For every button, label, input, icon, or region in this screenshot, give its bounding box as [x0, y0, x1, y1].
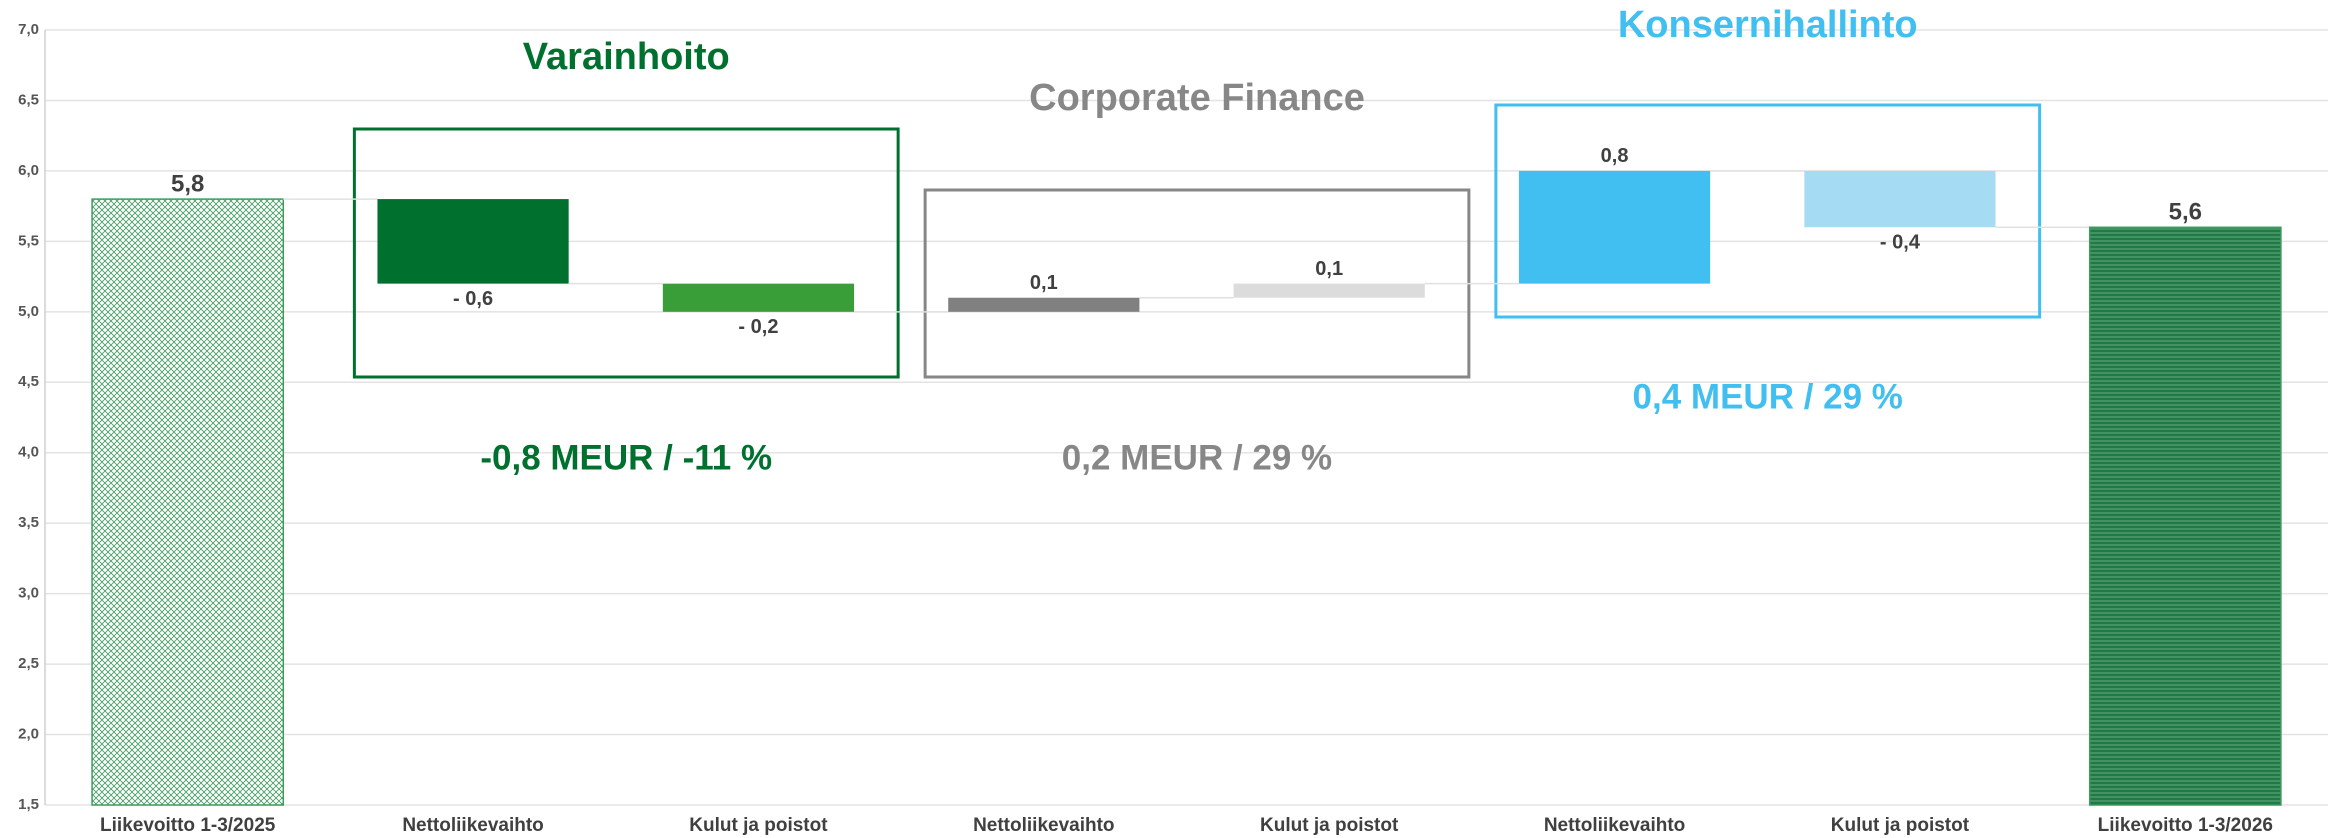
y-tick-label: 5,5: [18, 232, 39, 249]
bar: [1233, 283, 1425, 298]
x-tick-label: Nettoliikevaihto: [1544, 815, 1685, 836]
x-tick-label: Kulut ja poistot: [1831, 815, 1970, 836]
y-tick-label: 3,0: [18, 585, 39, 602]
group-title: Konsernihallinto: [1618, 4, 1918, 46]
bar: [2088, 226, 2282, 806]
value-label: 0,1: [1315, 258, 1343, 280]
value-label: 5,6: [2169, 199, 2202, 226]
y-tick-label: 2,5: [18, 655, 39, 672]
group-summary: -0,8 MEUR / -11 %: [480, 438, 772, 477]
value-label: 0,1: [1030, 272, 1058, 294]
x-tick-label: Kulut ja poistot: [689, 815, 828, 836]
y-tick-label: 4,0: [18, 444, 39, 461]
value-label: - 0,6: [453, 288, 493, 310]
y-tick-label: 6,5: [18, 91, 39, 108]
bar: [1518, 170, 1711, 284]
y-tick-label: 2,0: [18, 726, 39, 743]
value-label: - 0,4: [1880, 232, 1921, 254]
group-title: Corporate Finance: [1029, 77, 1365, 119]
y-tick-label: 3,5: [18, 514, 39, 531]
bar: [91, 198, 285, 806]
x-tick-label: Liikevoitto 1-3/2026: [2098, 815, 2273, 836]
x-tick-label: Liikevoitto 1-3/2025: [100, 815, 276, 836]
bar: [377, 199, 569, 284]
y-tick-label: 5,0: [18, 303, 39, 320]
x-tick-label: Nettoliikevaihto: [973, 815, 1114, 836]
value-label: - 0,2: [738, 316, 778, 338]
group-box: [923, 188, 1471, 379]
y-tick-label: 7,0: [18, 21, 39, 38]
x-tick-label: Nettoliikevaihto: [402, 815, 543, 836]
group-summary: 0,2 MEUR / 29 %: [1062, 438, 1332, 477]
bar: [662, 283, 855, 312]
group-title: Varainhoito: [523, 36, 730, 78]
bar: [948, 297, 1140, 312]
group-box: [1494, 103, 2042, 319]
y-tick-label: 1,5: [18, 796, 39, 813]
group-summary: 0,4 MEUR / 29 %: [1633, 377, 1903, 416]
bar: [1804, 170, 1996, 228]
value-label: 5,8: [171, 170, 204, 197]
value-label: 0,8: [1601, 145, 1629, 167]
group-box: [352, 127, 900, 379]
x-tick-label: Kulut ja poistot: [1260, 815, 1399, 836]
y-tick-label: 6,0: [18, 162, 39, 179]
y-tick-label: 4,5: [18, 373, 39, 390]
